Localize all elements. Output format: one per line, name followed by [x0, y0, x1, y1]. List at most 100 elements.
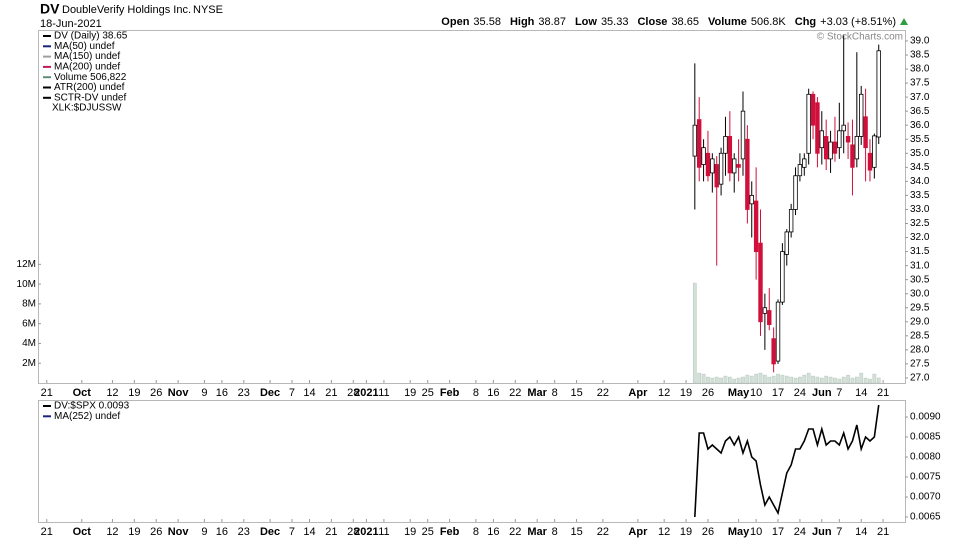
candle-body	[819, 130, 825, 149]
candle-body	[872, 135, 877, 168]
x-tick-label: 12	[658, 387, 670, 399]
ratio-line	[694, 404, 880, 518]
volume-bar	[758, 372, 763, 384]
exchange: NYSE	[193, 4, 223, 16]
y-tick-label: 0.0080	[910, 452, 941, 463]
y-tick-label: 0.0065	[910, 512, 941, 523]
x-tick-label: 25	[422, 387, 434, 399]
x-tick-label: 15	[570, 526, 582, 538]
candle-body	[762, 307, 768, 314]
candle-body	[797, 164, 803, 177]
volume-bar	[859, 372, 864, 384]
candle-body	[876, 50, 881, 138]
y-tick-label: 34.5	[910, 162, 930, 173]
x-tick-label: 16	[487, 387, 499, 399]
volume-bar	[701, 373, 706, 384]
volume-bar	[714, 376, 719, 384]
candle-body	[828, 141, 833, 160]
x-tick-label: Apr	[628, 526, 648, 538]
volume-bar	[872, 373, 877, 384]
volume-bar	[763, 374, 767, 384]
volume-bar	[863, 377, 868, 384]
y-tick-label: 30.5	[910, 274, 930, 285]
volume-bar	[824, 375, 829, 384]
x-tick-label: 7	[836, 526, 842, 538]
quote-value: +3.03 (+8.51%)	[820, 16, 896, 28]
volume-bar	[719, 377, 723, 384]
x-tick-label: 7	[836, 387, 842, 399]
legend-entry: Volume 506,822	[54, 72, 127, 83]
volume-bar	[692, 282, 697, 384]
quote-value: 35.33	[601, 16, 629, 28]
candle-body	[767, 310, 772, 325]
volume-bar	[828, 376, 833, 384]
x-tick-label: Dec	[260, 387, 280, 399]
volume-bar	[771, 375, 776, 384]
candle-body	[745, 138, 750, 210]
y-tick-label: 39.0	[910, 36, 930, 47]
volume-bar	[789, 376, 794, 384]
x-tick-label: Jun	[812, 526, 832, 538]
candle-body	[854, 136, 860, 160]
x-tick-label: Nov	[168, 526, 190, 538]
quote-label: High	[510, 16, 535, 28]
quote-label: Chg	[795, 16, 816, 28]
x-tick-label: 14	[303, 387, 315, 399]
candle-body	[749, 195, 754, 205]
x-tick-label: 17	[772, 387, 784, 399]
x-tick-label: 14	[855, 387, 867, 399]
x-tick-label: 19	[680, 387, 692, 399]
ratio-panel-frame	[38, 400, 906, 523]
x-tick-label: 8	[473, 526, 479, 538]
candle-body	[714, 164, 719, 188]
volume-tick-label: 10M	[17, 279, 36, 290]
x-tick-label: 26	[702, 387, 714, 399]
x-tick-label: 22	[509, 387, 521, 399]
x-tick-label: 26	[702, 526, 714, 538]
y-tick-label: 27.5	[910, 359, 930, 370]
x-tick-label: 19	[404, 526, 416, 538]
candle-body	[696, 119, 702, 168]
x-tick-label: Jun	[812, 387, 832, 399]
x-tick-label: 28	[347, 526, 359, 538]
y-tick-label: 28.5	[910, 330, 930, 341]
volume-bar	[706, 376, 710, 384]
volume-bar	[736, 377, 741, 384]
candle-body	[723, 136, 728, 154]
y-tick-label: 38.0	[910, 64, 930, 75]
quote-value: 38.65	[671, 16, 699, 28]
volume-bar	[749, 375, 754, 384]
y-tick-label: 31.0	[910, 260, 930, 271]
y-tick-label: 29.5	[910, 302, 930, 313]
candle-body	[775, 301, 781, 362]
volume-bar	[793, 377, 798, 384]
x-tick-label: Feb	[440, 387, 460, 399]
candle-body	[740, 110, 746, 160]
credit: © StockCharts.com	[817, 32, 903, 43]
volume-bar	[850, 377, 855, 384]
legend-entry: DV:$SPX 0.0093	[54, 401, 130, 412]
x-tick-label: 2021	[354, 526, 378, 538]
y-tick-label: 38.5	[910, 50, 930, 61]
y-tick-label: 0.0090	[910, 412, 941, 423]
y-tick-label: 36.0	[910, 120, 930, 131]
x-tick-label: 22	[597, 387, 609, 399]
x-tick-label: 11	[378, 387, 389, 399]
quote-value: 506.8K	[751, 16, 787, 28]
candle-body	[815, 102, 820, 154]
candle-body	[692, 124, 698, 157]
candle-body	[841, 124, 846, 132]
volume-bar	[806, 372, 811, 384]
x-tick-label: Dec	[260, 526, 280, 538]
candle-body	[850, 144, 855, 168]
volume-tick-label: 6M	[22, 318, 36, 329]
candle-body	[736, 164, 741, 168]
x-tick-label: 8	[473, 387, 479, 399]
volume-bar	[767, 376, 772, 384]
x-tick-label: 2021	[354, 387, 378, 399]
x-tick-label: 14	[855, 526, 867, 538]
candle-body	[793, 175, 798, 210]
candle-body	[732, 158, 737, 174]
x-tick-label: 12	[658, 526, 670, 538]
